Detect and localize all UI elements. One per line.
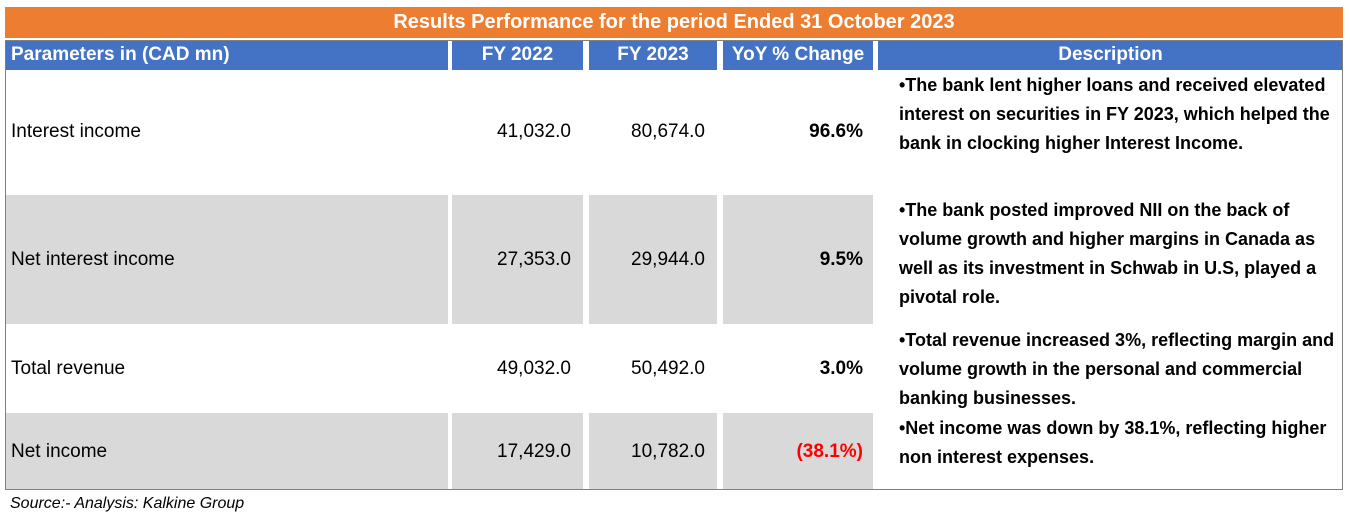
table-row: Net income 17,429.0 10,782.0 (38.1%) •Ne…	[5, 413, 1343, 490]
table-row: Interest income 41,032.0 80,674.0 96.6% …	[5, 70, 1343, 194]
table-header-row: Parameters in (CAD mn) FY 2022 FY 2023 Y…	[5, 40, 1343, 70]
row-parameter: Interest income	[11, 121, 141, 142]
row-fy2023: 10,782.0	[589, 413, 717, 490]
row-fy2022: 27,353.0	[452, 195, 583, 324]
row-description: •Net income was down by 38.1%, reflectin…	[878, 413, 1343, 490]
header-description: Description	[878, 40, 1343, 70]
row-fy2022: 17,429.0	[452, 413, 583, 490]
row-parameter: Net interest income	[5, 195, 448, 324]
row-fy2023: 29,944.0	[589, 195, 717, 324]
header-fy2023: FY 2023	[589, 40, 717, 70]
source-note: Source:- Analysis: Kalkine Group	[10, 495, 245, 512]
row-description: •The bank lent higher loans and received…	[878, 70, 1343, 194]
header-fy2022: FY 2022	[452, 40, 583, 70]
row-parameter: Total revenue	[11, 357, 126, 379]
row-fy2023: 50,492.0	[631, 357, 705, 379]
row-parameter: Net income	[5, 413, 448, 490]
row-fy2022: 41,032.0	[497, 121, 571, 142]
header-yoy-change: YoY % Change	[723, 40, 873, 70]
row-description: •Total revenue increased 3%, reflecting …	[878, 325, 1343, 412]
table-row: Total revenue 49,032.0 50,492.0 3.0% •To…	[5, 325, 1343, 412]
row-fy2023: 80,674.0	[631, 121, 705, 142]
table-row: Net interest income 27,353.0 29,944.0 9.…	[5, 195, 1343, 324]
table-title: Results Performance for the period Ended…	[5, 7, 1343, 38]
row-description: •The bank posted improved NII on the bac…	[878, 195, 1343, 324]
row-yoy-change: 96.6%	[809, 121, 863, 142]
header-parameters: Parameters in (CAD mn)	[5, 40, 448, 70]
row-yoy-change: 3.0%	[819, 357, 863, 379]
row-fy2022: 49,032.0	[497, 357, 571, 379]
row-yoy-change: (38.1%)	[723, 413, 873, 490]
row-yoy-change: 9.5%	[723, 195, 873, 324]
